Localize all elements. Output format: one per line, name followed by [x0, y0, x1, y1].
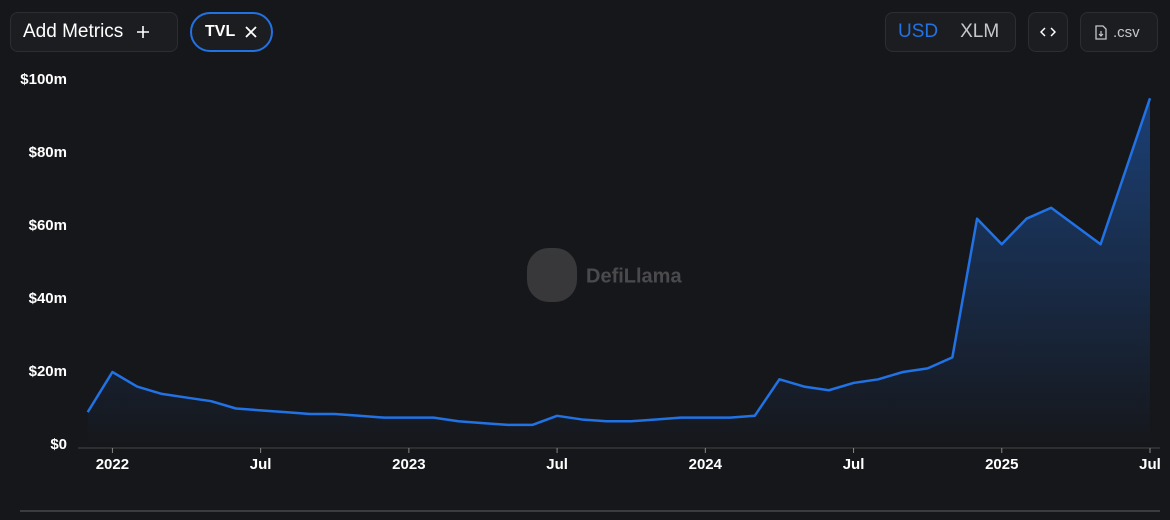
x-tick-label: Jul [1139, 456, 1161, 473]
x-tick-label: 2023 [392, 456, 425, 473]
x-tick-label: 2025 [985, 456, 1018, 473]
currency-option[interactable]: XLM [960, 21, 1000, 42]
y-tick-label: $80m [29, 144, 67, 161]
remove-icon [245, 26, 257, 38]
metric-label: TVL [205, 23, 236, 40]
area-fill [87, 98, 1150, 445]
csv-label: .csv [1113, 23, 1140, 41]
watermark-text: DefiLlama [586, 265, 682, 287]
add-metrics-label: Add Metrics [23, 21, 124, 42]
x-tick-label: 2022 [96, 456, 129, 473]
embed-button[interactable] [1028, 12, 1068, 52]
y-tick-label: $100m [20, 71, 67, 88]
metric-chip[interactable]: TVL [190, 12, 273, 52]
currency-toggle: USD XLM [885, 12, 1016, 52]
code-icon [1040, 27, 1056, 37]
y-tick-label: $40m [29, 290, 67, 307]
y-tick-label: $60m [29, 217, 67, 234]
x-tick-label: Jul [546, 456, 568, 473]
currency-option[interactable]: USD [898, 21, 939, 42]
file-icon [1095, 24, 1107, 40]
tvl-line [86, 97, 1152, 427]
watermark: DefiLlama [527, 248, 682, 302]
csv-button[interactable]: .csv [1080, 12, 1158, 52]
y-tick-label: $0 [50, 436, 67, 453]
add-metrics-button[interactable]: Add Metrics [10, 12, 178, 52]
x-tick-label: 2024 [689, 456, 723, 473]
x-tick-label: Jul [250, 456, 272, 473]
plus-icon [137, 26, 150, 38]
y-tick-label: $20m [29, 363, 67, 380]
x-tick-label: Jul [843, 456, 865, 473]
